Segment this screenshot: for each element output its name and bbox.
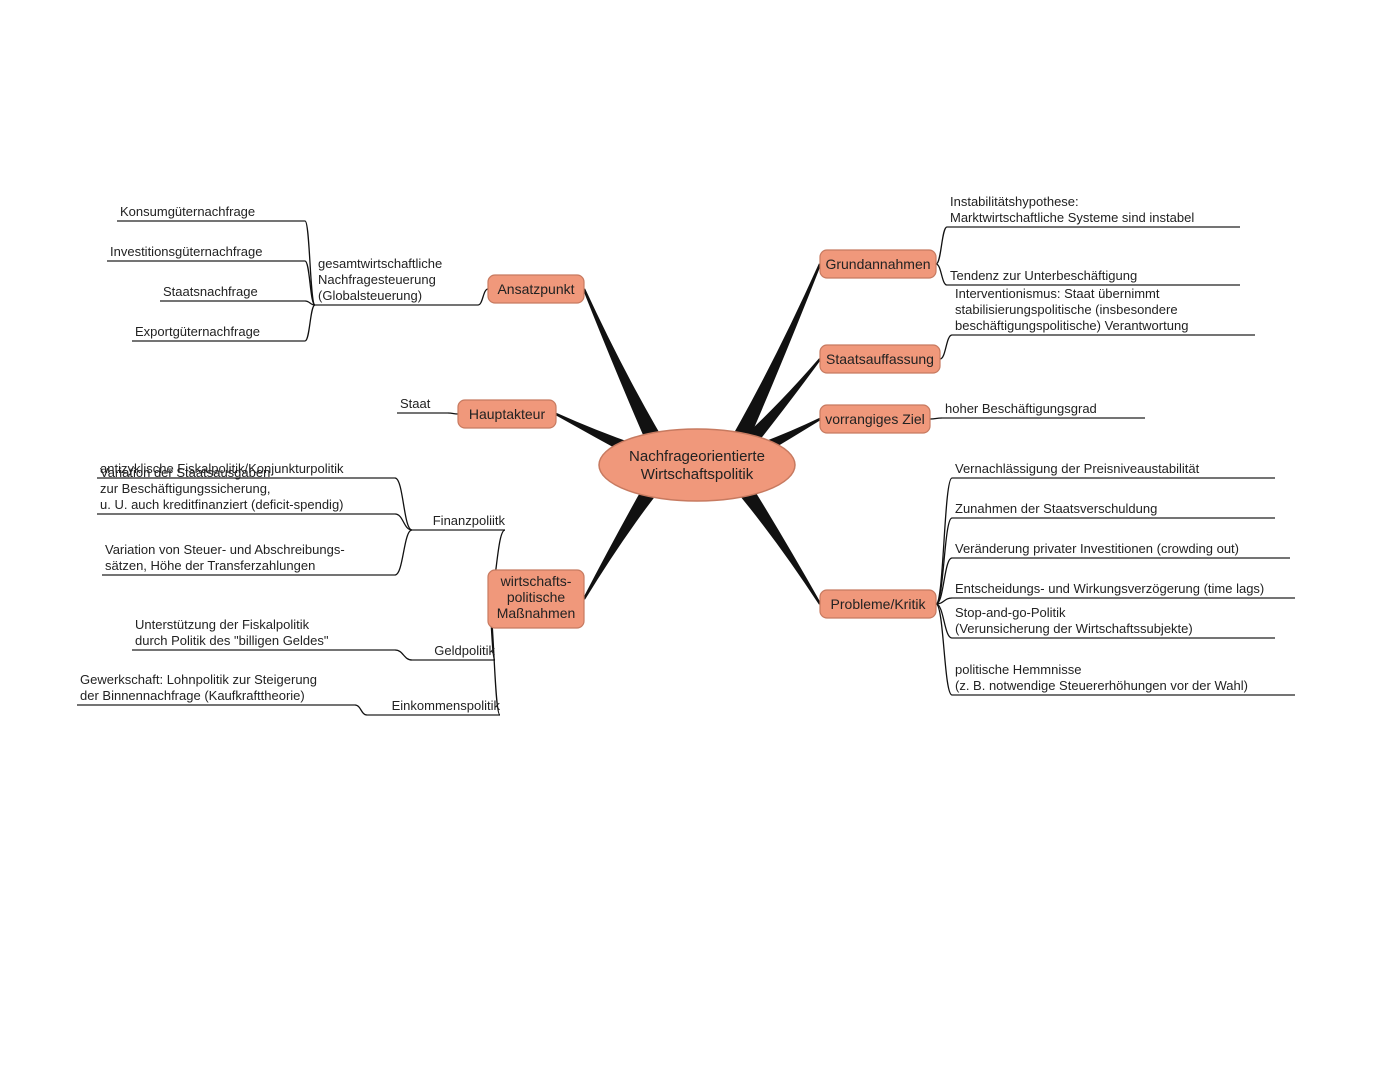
leaf-text: Stop-and-go-Politik(Verunsicherung der W… xyxy=(955,605,1193,636)
sub-label: Finanzpoliitk xyxy=(433,513,506,528)
leaf-connector xyxy=(936,478,952,604)
branch-label-massnahmen: wirtschafts-politischeMaßnahmen xyxy=(497,573,576,621)
leaf-text: Entscheidungs- und Wirkungsverzögerung (… xyxy=(955,581,1264,596)
leaf-connector xyxy=(395,530,412,575)
leaf-text: Konsumgüternachfrage xyxy=(120,204,255,219)
leaf-text: Unterstützung der Fiskalpolitikdurch Pol… xyxy=(135,617,329,648)
leaf-connector xyxy=(936,227,947,264)
leaf-text: Tendenz zur Unterbeschäftigung xyxy=(950,268,1137,283)
sub-label-globalsteuerung: gesamtwirtschaftlicheNachfragesteuerung(… xyxy=(318,256,442,303)
leaf-text: Vernachlässigung der Preisniveaustabilit… xyxy=(955,461,1200,476)
text-layer: NachfrageorientierteWirtschaftspolitik Gr… xyxy=(80,194,1264,713)
leaf-text: Exportgüternachfrage xyxy=(135,324,260,339)
branch-label-grundannahmen: Grundannahmen xyxy=(825,256,930,272)
leaf-text: hoher Beschäftigungsgrad xyxy=(945,401,1097,416)
leaf-connector xyxy=(395,650,412,660)
branch-label-probleme: Probleme/Kritik xyxy=(831,596,927,612)
leaf-text: Interventionismus: Staat übernimmtstabil… xyxy=(955,286,1188,333)
node-layer xyxy=(458,250,940,628)
branch-label-staatsauffassung: Staatsauffassung xyxy=(826,351,934,367)
leaf-connector xyxy=(448,413,458,414)
leaf-text: Variation von Steuer- und Abschreibungs-… xyxy=(105,542,345,573)
center-label: NachfrageorientierteWirtschaftspolitik xyxy=(629,448,765,483)
leaf-text: Zunahmen der Staatsverschuldung xyxy=(955,501,1157,516)
branch-label-hauptakteur: Hauptakteur xyxy=(469,406,546,422)
center-node xyxy=(599,429,795,501)
leaf-text: politische Hemmnisse(z. B. notwendige St… xyxy=(955,662,1248,693)
leaf-text: Staat xyxy=(400,396,431,411)
leaf-connector xyxy=(930,418,942,419)
leaf-connector xyxy=(305,305,315,341)
leaf-connector xyxy=(355,705,367,715)
leaf-connector xyxy=(940,335,952,359)
leaf-text: Instabilitätshypothese:Marktwirtschaftli… xyxy=(950,194,1194,225)
branch-label-ziel: vorrangiges Ziel xyxy=(825,411,925,427)
sub-label: Geldpolitik xyxy=(434,643,495,658)
leaf-connector xyxy=(936,604,952,695)
leaf-connector xyxy=(936,264,947,285)
leaf-text: Staatsnachfrage xyxy=(163,284,258,299)
branch-label-ansatzpunkt: Ansatzpunkt xyxy=(497,281,574,297)
leaf-text: Investitionsgüternachfrage xyxy=(110,244,262,259)
leaf-text: Gewerkschaft: Lohnpolitik zur Steigerung… xyxy=(80,672,317,703)
leaf-text: Veränderung privater Investitionen (crow… xyxy=(955,541,1239,556)
sub-label: Einkommenspolitik xyxy=(392,698,501,713)
